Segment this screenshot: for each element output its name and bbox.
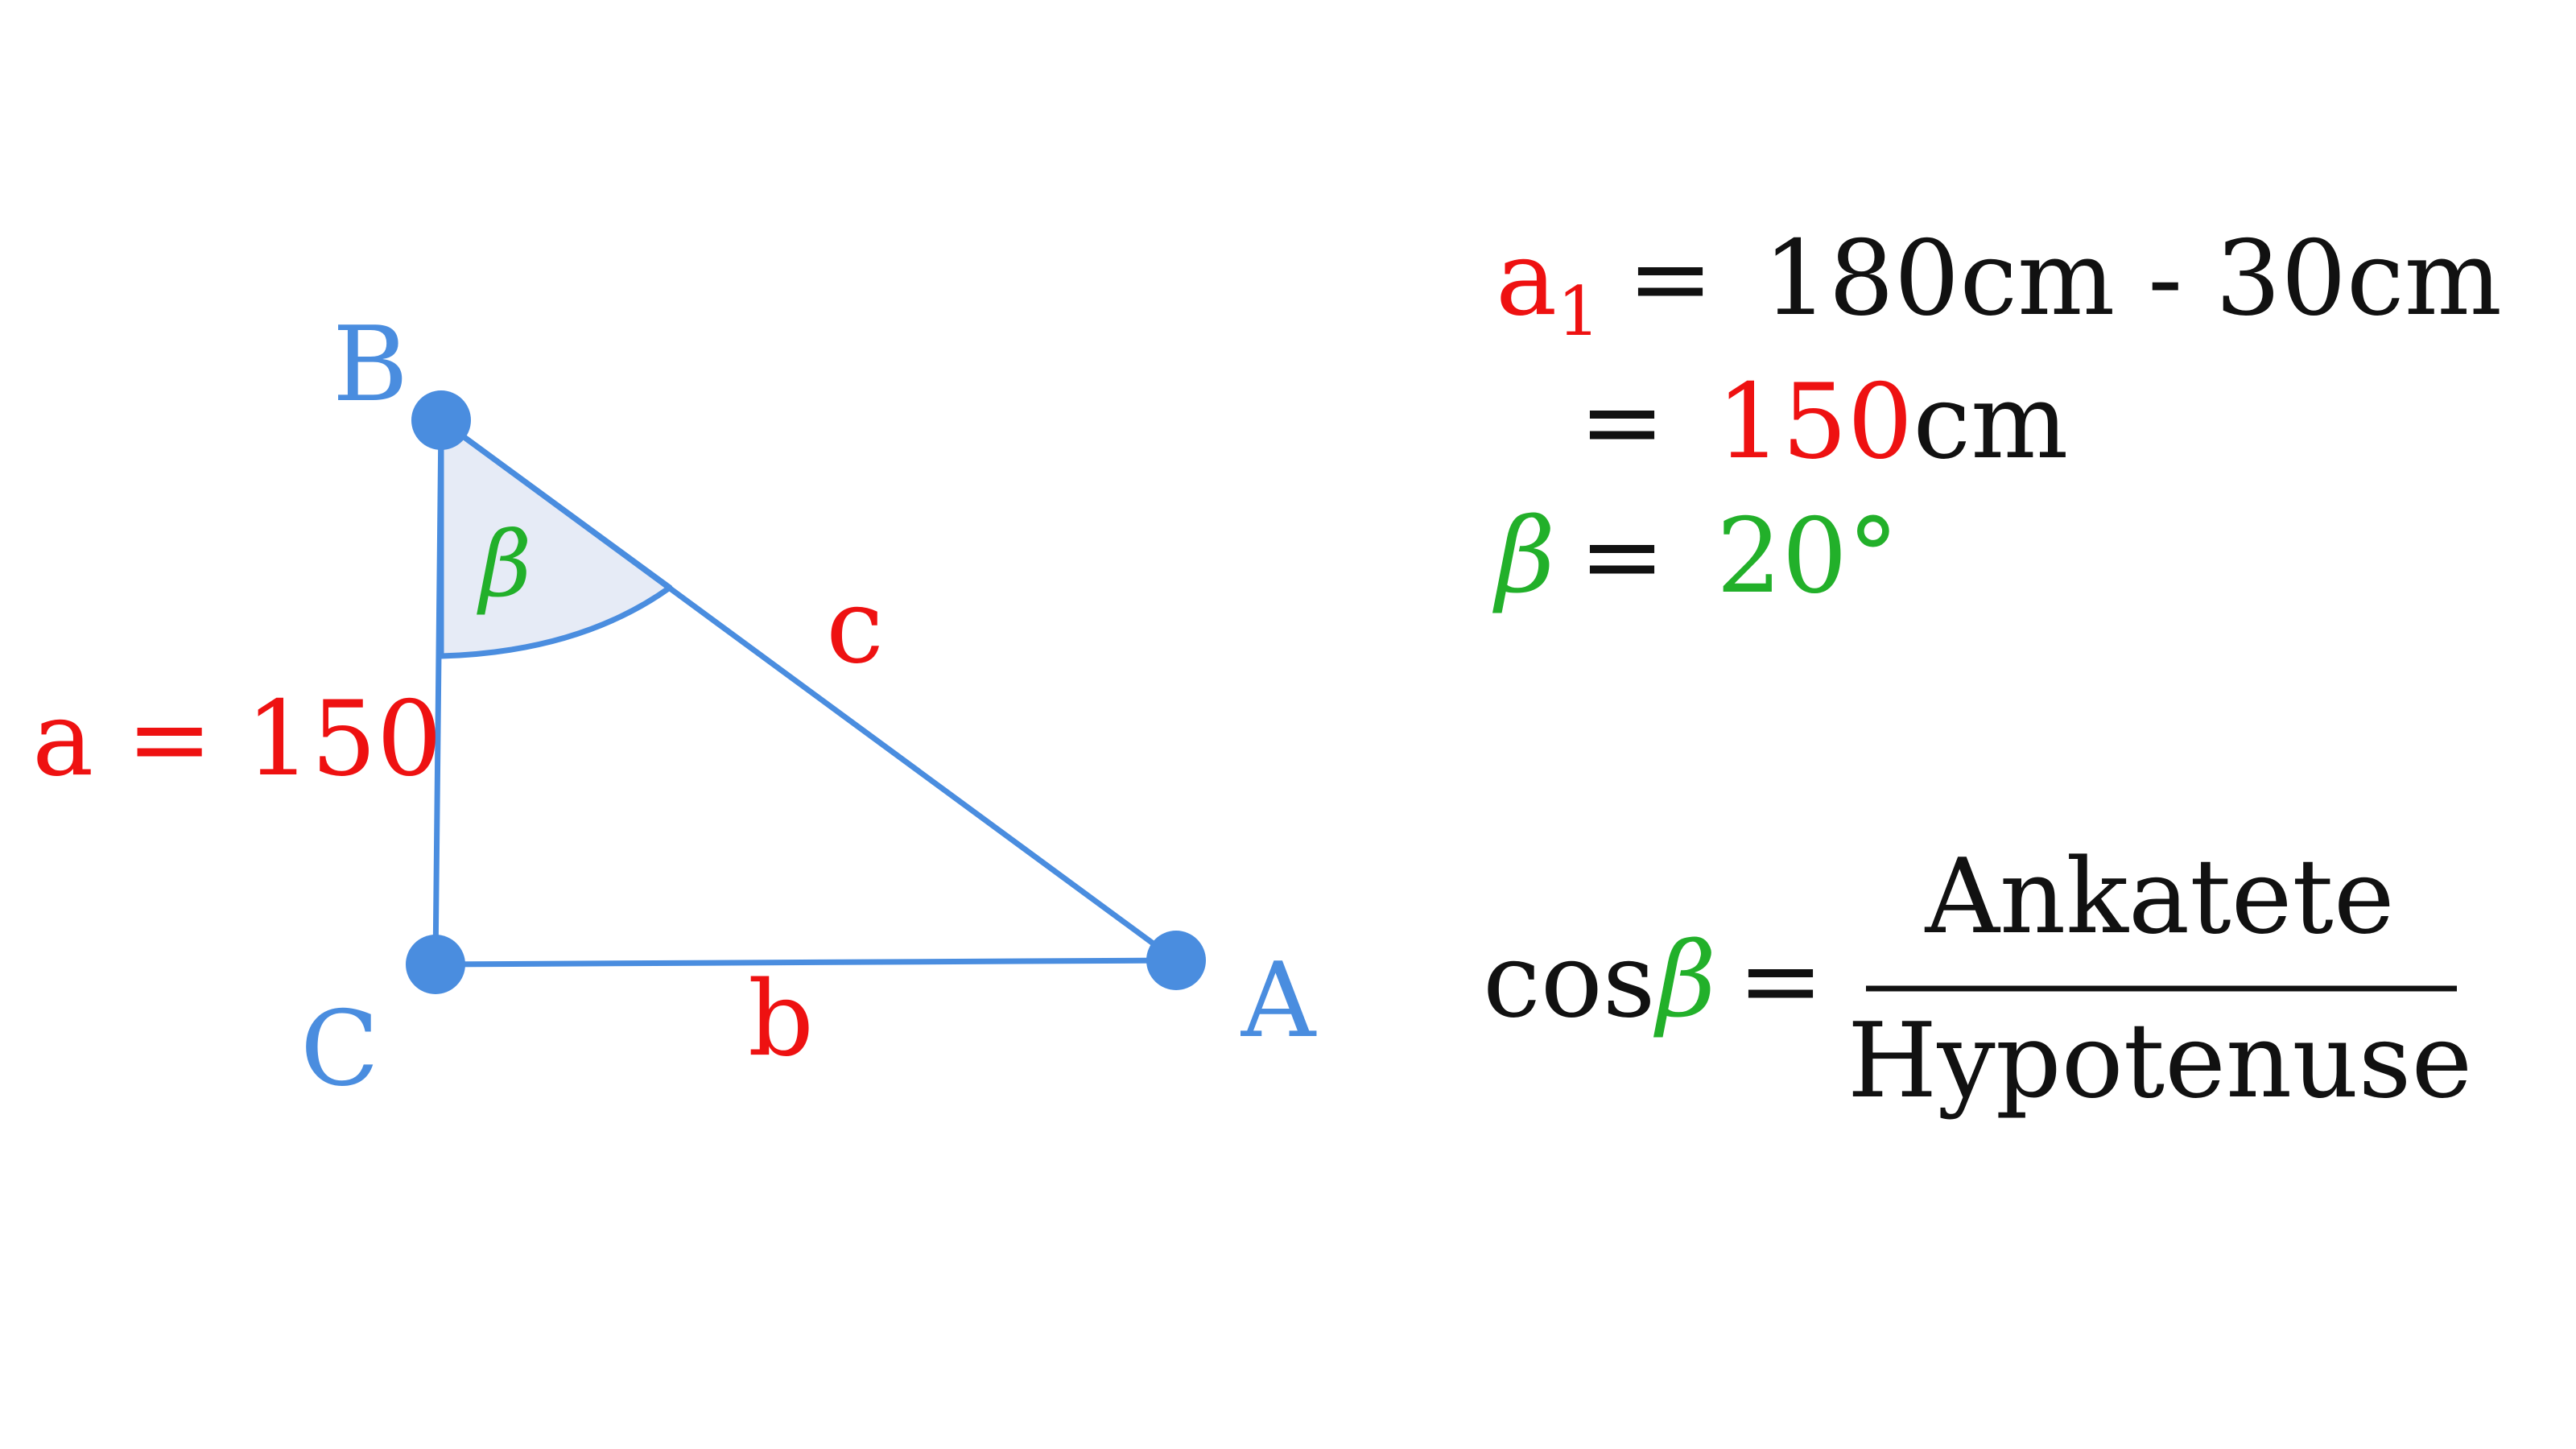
vertex-a-point (1146, 931, 1206, 990)
vertex-c-point (406, 935, 465, 994)
eq2-unit: cm (1913, 362, 2068, 482)
eq1-variable: a (1496, 219, 1557, 339)
eq1-subscript: 1 (1557, 272, 1600, 351)
equation-line-1: a1 (1496, 219, 1600, 351)
eq1-equals: = (1627, 219, 1713, 339)
vertex-b-label: B (332, 305, 408, 425)
side-a-label: a = 150 (32, 679, 442, 799)
eq2-equals: = (1579, 362, 1665, 482)
eq1-rhs: 180cm - 30cm (1763, 219, 2502, 339)
eq3-value: 20° (1716, 497, 1899, 617)
formula-denominator: Hypotenuse (1847, 1001, 2472, 1121)
eq3-equals: = (1579, 497, 1665, 617)
equation-line-2: 150cm (1716, 362, 2068, 482)
vertex-c-label: C (300, 989, 379, 1109)
formula-numerator: Ankatete (1924, 837, 2394, 957)
side-a-line (432, 417, 444, 968)
side-b-line (432, 957, 1179, 968)
side-c-line (438, 417, 1179, 964)
formula-cos-func: cos (1483, 921, 1655, 1041)
eq3-variable: β (1492, 497, 1555, 617)
formula-equals: = (1737, 921, 1823, 1041)
eq2-value: 150 (1716, 362, 1913, 482)
angle-beta-label: β (477, 513, 532, 617)
formula-beta: β (1653, 921, 1716, 1041)
side-c-label: c (826, 567, 884, 687)
side-b-label: b (748, 960, 814, 1080)
vertex-a-label: A (1241, 941, 1317, 1061)
angle-beta-sector (438, 417, 673, 659)
vertex-b-point (411, 390, 471, 450)
